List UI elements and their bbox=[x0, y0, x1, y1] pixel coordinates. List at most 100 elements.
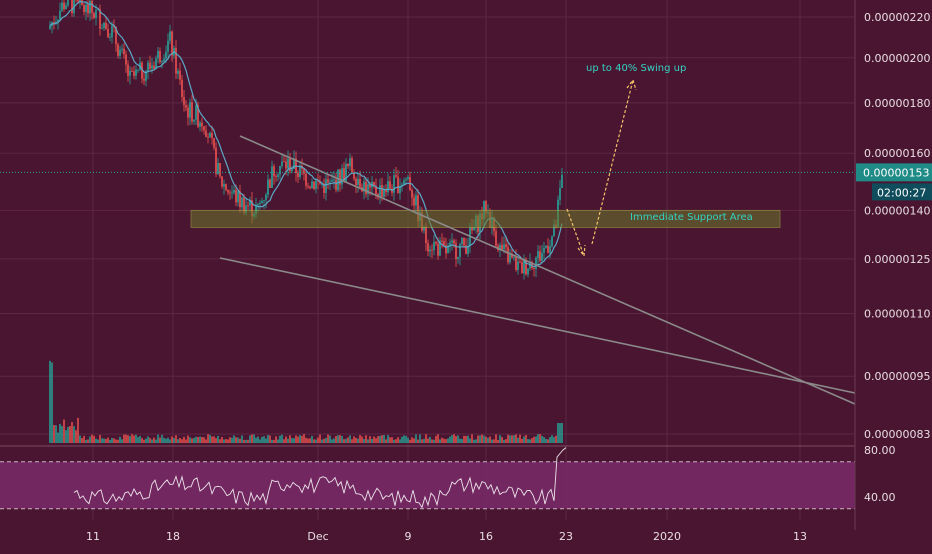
candle-body bbox=[241, 197, 243, 208]
candle-body bbox=[519, 261, 521, 263]
rsi-axis: 80.00 40.00 bbox=[864, 444, 896, 504]
support-zone[interactable] bbox=[190, 209, 781, 228]
volume-bar bbox=[155, 439, 157, 443]
volume-bar bbox=[255, 437, 257, 443]
volume-bar bbox=[329, 435, 331, 443]
candle-body bbox=[341, 168, 343, 185]
candle-body bbox=[281, 161, 283, 167]
candle-body bbox=[507, 247, 509, 263]
candle-body bbox=[229, 192, 231, 194]
candle-body bbox=[111, 25, 113, 38]
candle-body bbox=[395, 175, 397, 177]
volume-bar bbox=[153, 437, 155, 443]
volume-bar bbox=[551, 435, 553, 443]
volume-bar bbox=[231, 437, 233, 443]
volume-bar bbox=[395, 439, 397, 443]
volume-bar bbox=[179, 437, 181, 443]
wedge-upper-trendline[interactable] bbox=[239, 135, 856, 405]
volume-bar bbox=[287, 438, 289, 443]
swing-up-arrow[interactable] bbox=[591, 78, 637, 245]
volume-bar bbox=[433, 439, 435, 443]
candle-body bbox=[289, 158, 291, 172]
volume-bar bbox=[79, 435, 81, 443]
volume-bar bbox=[55, 425, 57, 443]
candle-body bbox=[191, 102, 193, 122]
candle-body bbox=[169, 31, 171, 41]
volume-bar bbox=[481, 434, 483, 443]
candle-body bbox=[159, 50, 161, 63]
candle-body bbox=[445, 245, 447, 254]
candle-body bbox=[231, 192, 233, 194]
volume-bar bbox=[445, 439, 447, 443]
volume-bar bbox=[435, 435, 437, 443]
volume-bar bbox=[319, 434, 321, 443]
candle-body bbox=[347, 163, 349, 167]
time-axis[interactable]: 11 18 Dec 9 16 23 2020 13 bbox=[86, 530, 807, 543]
candle-body bbox=[269, 179, 271, 188]
volume-bar bbox=[175, 435, 177, 443]
candle-body bbox=[535, 257, 537, 270]
candle-body bbox=[517, 261, 519, 270]
volume-bar bbox=[129, 436, 131, 443]
candle-body bbox=[381, 185, 383, 197]
candle-body bbox=[313, 181, 315, 189]
candle-body bbox=[443, 241, 445, 246]
price-axis[interactable]: 0.00000220 0.00000200 0.00000180 0.00000160… bbox=[864, 11, 930, 441]
candle-body bbox=[485, 201, 487, 214]
volume-bar bbox=[353, 436, 355, 443]
volume-bar bbox=[169, 439, 171, 443]
volume-bar bbox=[183, 436, 185, 443]
candle-body bbox=[303, 168, 305, 174]
candle-body bbox=[97, 9, 99, 10]
volume-bar bbox=[77, 417, 79, 443]
volume-bar bbox=[335, 436, 337, 443]
candle-body bbox=[417, 195, 419, 221]
volume-bar bbox=[225, 439, 227, 443]
volume-bar bbox=[377, 436, 379, 443]
volume-bar bbox=[431, 439, 433, 443]
time-tick-label: 13 bbox=[793, 530, 807, 543]
candle-body bbox=[63, 2, 65, 10]
candle-body bbox=[393, 175, 395, 193]
candle-body bbox=[385, 190, 387, 193]
candle-body bbox=[171, 31, 173, 56]
candle-body bbox=[325, 179, 327, 193]
volume-bar bbox=[489, 436, 491, 443]
volume-bar bbox=[537, 434, 539, 443]
candle-body bbox=[199, 122, 201, 127]
volume-bar bbox=[241, 435, 243, 443]
candle-body bbox=[245, 205, 247, 213]
candle-body bbox=[383, 190, 385, 197]
pullback-arrow[interactable] bbox=[566, 208, 586, 258]
price-tick-label: 0.00000140 bbox=[864, 204, 930, 217]
candle-body bbox=[201, 122, 203, 127]
volume-bar bbox=[375, 438, 377, 443]
candle-body bbox=[131, 70, 133, 72]
candle-body bbox=[455, 243, 457, 259]
candle-body bbox=[373, 181, 375, 186]
candle-body bbox=[441, 240, 443, 242]
volume-bar bbox=[523, 436, 525, 443]
candle-body bbox=[167, 40, 169, 52]
volume-bar bbox=[303, 434, 305, 443]
candle-body bbox=[175, 47, 177, 74]
candle-body bbox=[307, 185, 309, 187]
candle-body bbox=[129, 70, 131, 76]
volume-bar bbox=[213, 436, 215, 443]
volume-bar bbox=[53, 425, 55, 443]
volume-bar bbox=[351, 439, 353, 443]
volume-bar bbox=[109, 439, 111, 443]
volume-bar bbox=[315, 439, 317, 443]
volume-bar bbox=[199, 436, 201, 443]
wedge-lower-trendline[interactable] bbox=[219, 257, 856, 394]
volume-bar bbox=[233, 435, 235, 443]
candle-body bbox=[251, 200, 253, 217]
volume-bar bbox=[107, 437, 109, 443]
volume-bar bbox=[557, 423, 559, 443]
volume-bar bbox=[141, 438, 143, 443]
countdown-tag bbox=[872, 183, 932, 201]
volume-bar bbox=[265, 438, 267, 443]
volume-bar bbox=[239, 438, 241, 443]
